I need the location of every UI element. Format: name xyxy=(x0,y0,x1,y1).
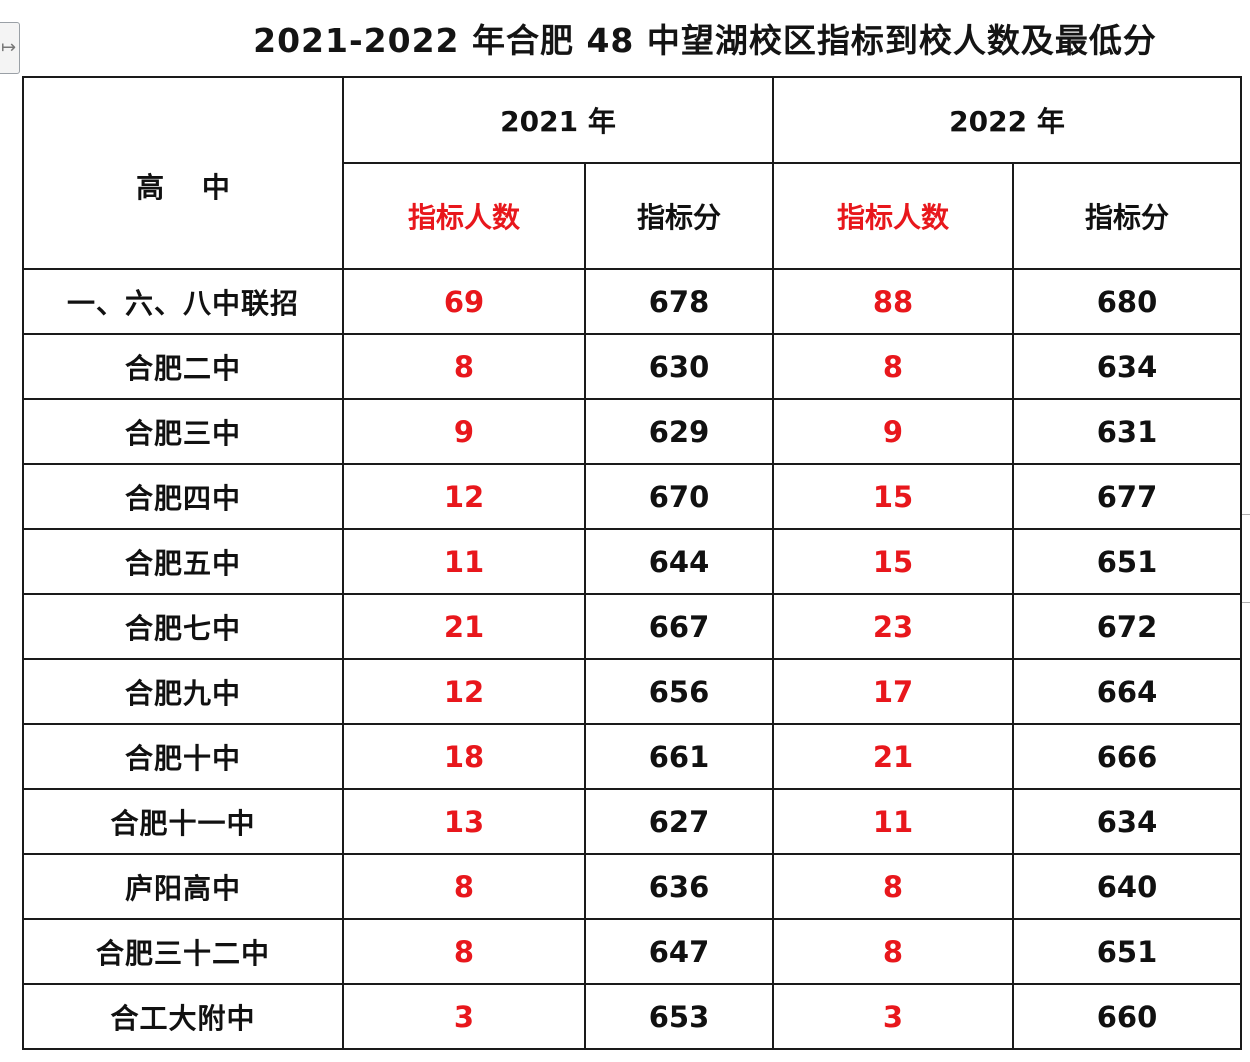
quota-2022: 88 xyxy=(772,268,1014,335)
table-row: 合肥九中 12 656 17 664 xyxy=(22,658,1242,725)
quota-2022: 11 xyxy=(772,788,1014,855)
table-row: 一、六、八中联招 69 678 88 680 xyxy=(22,268,1242,335)
score-2022: 640 xyxy=(1012,853,1242,920)
quota-2022: 17 xyxy=(772,658,1014,725)
school-name: 一、六、八中联招 xyxy=(22,268,344,335)
school-name: 合肥四中 xyxy=(22,463,344,530)
header-score-2021: 指标分 xyxy=(584,162,774,270)
quota-2021: 8 xyxy=(342,853,586,920)
quota-2022: 23 xyxy=(772,593,1014,660)
expand-arrow-icon: ↦ xyxy=(1,37,17,58)
quota-2022: 8 xyxy=(772,853,1014,920)
score-2022: 672 xyxy=(1012,593,1242,660)
edge-mark xyxy=(1242,514,1250,515)
quota-2021: 3 xyxy=(342,983,586,1050)
quota-2021: 11 xyxy=(342,528,586,595)
quota-2022: 15 xyxy=(772,463,1014,530)
score-2022: 666 xyxy=(1012,723,1242,790)
school-name: 合肥三十二中 xyxy=(22,918,344,985)
score-2022: 680 xyxy=(1012,268,1242,335)
quota-2022: 8 xyxy=(772,333,1014,400)
score-2021: 653 xyxy=(584,983,774,1050)
header-year-2021: 2021 年 xyxy=(342,76,774,164)
table-row: 合肥十中 18 661 21 666 xyxy=(22,723,1242,790)
table-row: 合肥十一中 13 627 11 634 xyxy=(22,788,1242,855)
table-row: 合肥二中 8 630 8 634 xyxy=(22,333,1242,400)
quota-2022: 9 xyxy=(772,398,1014,465)
table-row: 合肥四中 12 670 15 677 xyxy=(22,463,1242,530)
expand-widget[interactable]: ↦ xyxy=(0,22,20,74)
page-title: 2021-2022 年合肥 48 中望湖校区指标到校人数及最低分 xyxy=(253,21,1157,60)
score-2021: 670 xyxy=(584,463,774,530)
school-name: 合肥三中 xyxy=(22,398,344,465)
table-row: 合肥三十二中 8 647 8 651 xyxy=(22,918,1242,985)
score-2022: 651 xyxy=(1012,528,1242,595)
quota-2022: 3 xyxy=(772,983,1014,1050)
score-2022: 631 xyxy=(1012,398,1242,465)
school-name: 合肥二中 xyxy=(22,333,344,400)
quota-2022: 15 xyxy=(772,528,1014,595)
school-name: 合肥七中 xyxy=(22,593,344,660)
quota-2021: 13 xyxy=(342,788,586,855)
score-2021: 630 xyxy=(584,333,774,400)
quota-2022: 21 xyxy=(772,723,1014,790)
school-name: 合工大附中 xyxy=(22,983,344,1050)
school-name: 合肥十一中 xyxy=(22,788,344,855)
quota-2021: 18 xyxy=(342,723,586,790)
header-quota-2021: 指标人数 xyxy=(342,162,586,270)
score-2021: 636 xyxy=(584,853,774,920)
table-row: 合肥五中 11 644 15 651 xyxy=(22,528,1242,595)
score-2022: 634 xyxy=(1012,788,1242,855)
school-name: 合肥十中 xyxy=(22,723,344,790)
score-2021: 678 xyxy=(584,268,774,335)
score-2022: 664 xyxy=(1012,658,1242,725)
quota-2021: 69 xyxy=(342,268,586,335)
quota-2021: 12 xyxy=(342,658,586,725)
table-row: 合肥三中 9 629 9 631 xyxy=(22,398,1242,465)
edge-mark xyxy=(1242,602,1250,603)
score-2022: 660 xyxy=(1012,983,1242,1050)
quota-2021: 12 xyxy=(342,463,586,530)
quota-2021: 8 xyxy=(342,918,586,985)
header-year-2022: 2022 年 xyxy=(772,76,1242,164)
score-2021: 656 xyxy=(584,658,774,725)
score-2021: 667 xyxy=(584,593,774,660)
quota-2021: 8 xyxy=(342,333,586,400)
school-name: 合肥九中 xyxy=(22,658,344,725)
quota-2021: 21 xyxy=(342,593,586,660)
header-score-2022: 指标分 xyxy=(1012,162,1242,270)
score-2021: 629 xyxy=(584,398,774,465)
score-2022: 677 xyxy=(1012,463,1242,530)
table-row: 庐阳高中 8 636 8 640 xyxy=(22,853,1242,920)
header-school: 高 中 xyxy=(22,76,344,270)
score-2022: 651 xyxy=(1012,918,1242,985)
quota-2022: 8 xyxy=(772,918,1014,985)
score-2021: 627 xyxy=(584,788,774,855)
school-name: 庐阳高中 xyxy=(22,853,344,920)
score-2021: 647 xyxy=(584,918,774,985)
quota-table: 高 中 2021 年 2022 年 指标人数 指标分 指标人数 指标分 一、六、… xyxy=(22,76,1242,1050)
header-quota-2022: 指标人数 xyxy=(772,162,1014,270)
score-2022: 634 xyxy=(1012,333,1242,400)
school-name: 合肥五中 xyxy=(22,528,344,595)
score-2021: 644 xyxy=(584,528,774,595)
table-row: 合工大附中 3 653 3 660 xyxy=(22,983,1242,1050)
quota-2021: 9 xyxy=(342,398,586,465)
score-2021: 661 xyxy=(584,723,774,790)
table-row: 合肥七中 21 667 23 672 xyxy=(22,593,1242,660)
